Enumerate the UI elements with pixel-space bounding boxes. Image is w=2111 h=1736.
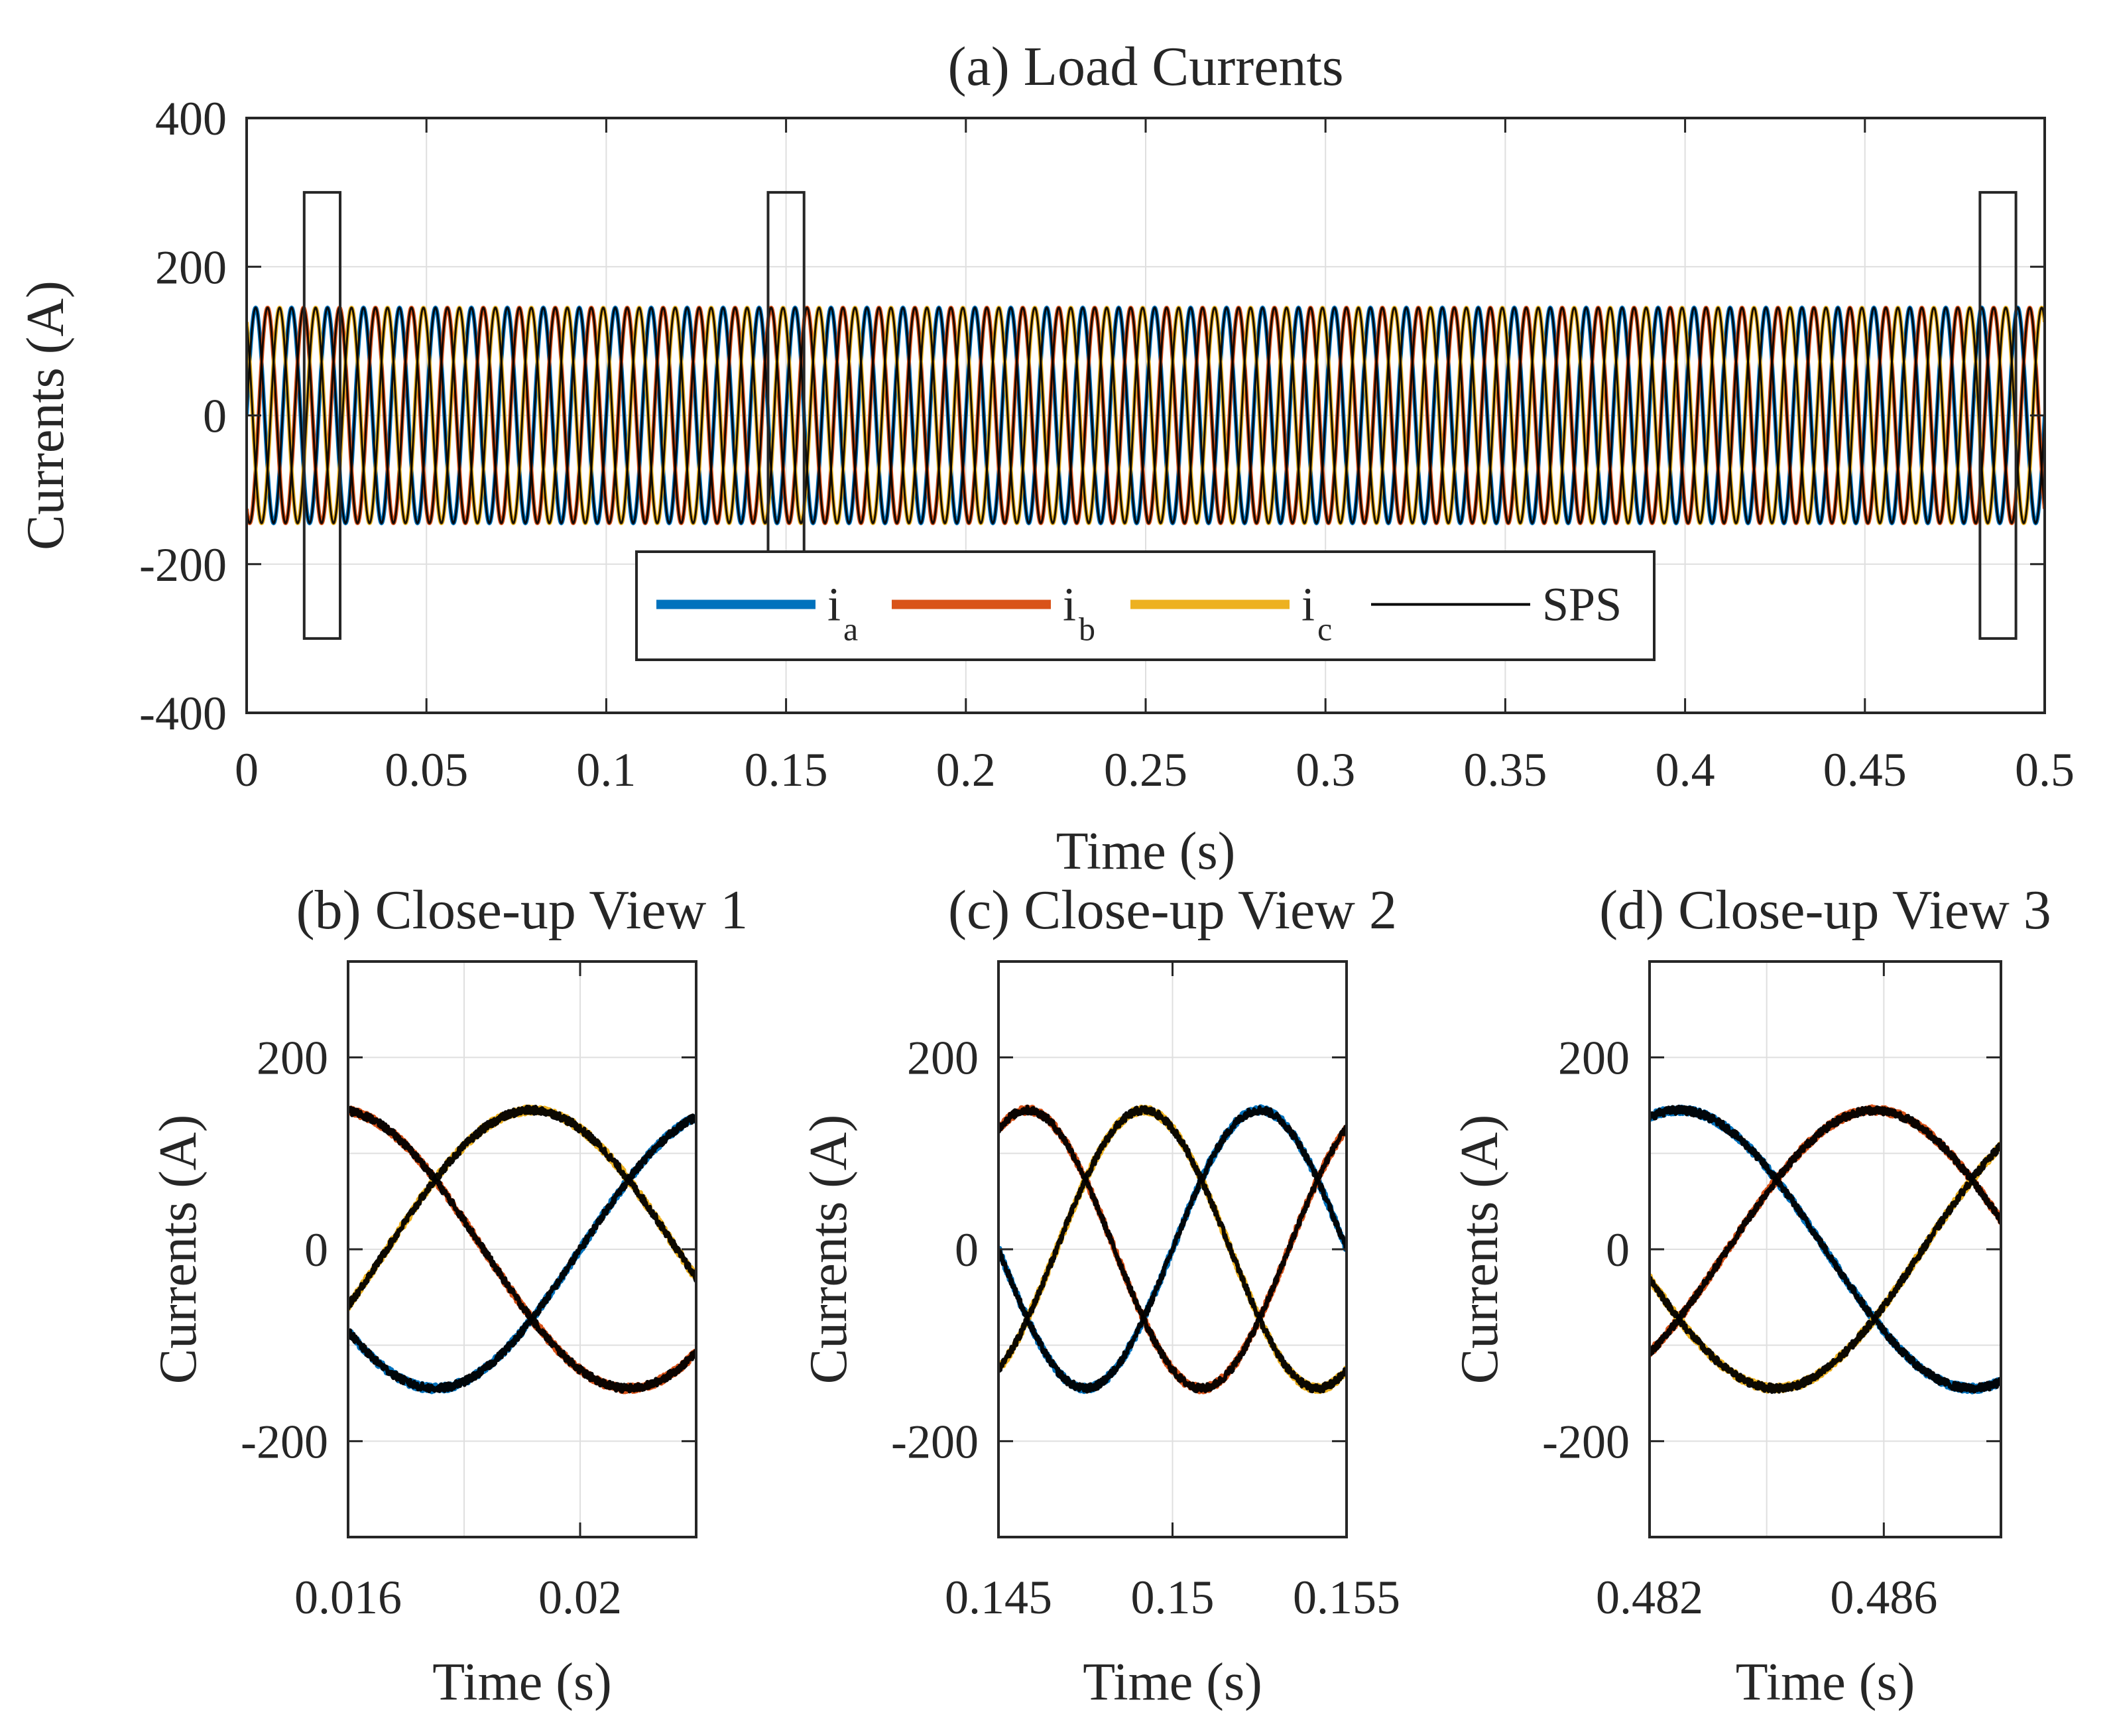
x-tick-label: 0.482 xyxy=(1596,1571,1703,1624)
zoom-box xyxy=(302,191,342,640)
x-tick-label: 0.05 xyxy=(385,743,468,796)
x-tick-label: 0.155 xyxy=(1293,1571,1400,1624)
x-axis-label: Time (s) xyxy=(1083,1653,1262,1711)
y-tick-label: 0 xyxy=(955,1223,979,1276)
chart-title: (a) Load Currents xyxy=(947,36,1343,97)
y-tick-label: -200 xyxy=(891,1415,979,1468)
panel-c: 0.145 0.15 0.155 -200 0 200 (c) Close-up View … xyxy=(800,879,1400,1711)
y-axis-label: Currents (A) xyxy=(800,1115,858,1385)
series-sps xyxy=(998,1104,1347,1394)
x-tick-label: 0.15 xyxy=(745,743,828,796)
x-tick-label: 0.486 xyxy=(1830,1571,1937,1624)
series-sps xyxy=(1650,1105,2001,1356)
x-tick-label: 0.5 xyxy=(2015,743,2075,796)
y-tick-label: -400 xyxy=(139,687,227,740)
legend-label-ic: ic xyxy=(1301,578,1332,648)
y-axis-label: Currents (A) xyxy=(17,280,75,550)
y-tick-label: 200 xyxy=(257,1032,328,1085)
series-sps xyxy=(998,1105,1347,1394)
y-tick-label: 0 xyxy=(1606,1223,1630,1276)
y-tick-label: 200 xyxy=(1558,1032,1630,1085)
x-tick-label: 0.45 xyxy=(1823,743,1907,796)
series-sps xyxy=(1650,1142,2001,1395)
legend-label-sps: SPS xyxy=(1542,578,1622,631)
series-sps xyxy=(247,306,2045,525)
chart-title: (c) Close-up View 2 xyxy=(948,879,1397,941)
panel-b: 0.016 0.02 -200 0 200 (b) Close-up View 1 Time… xyxy=(149,879,748,1711)
series-sps xyxy=(247,306,2045,525)
y-tick-label: 200 xyxy=(155,241,227,294)
series-sps xyxy=(1650,1105,2001,1394)
x-tick-label: 0.02 xyxy=(538,1571,622,1624)
y-tick-label: -200 xyxy=(1542,1415,1630,1468)
series-sps xyxy=(348,1104,696,1310)
data-layer xyxy=(1650,1104,2001,1395)
panel-d: 0.482 0.486 -200 0 200 (d) Close-up View 3 Tim… xyxy=(1451,879,2051,1711)
x-axis-label: Time (s) xyxy=(1056,822,1235,881)
data-layer xyxy=(348,1104,696,1395)
series-sps xyxy=(348,1113,696,1394)
data-layer xyxy=(998,1104,1347,1395)
chart-title: (b) Close-up View 1 xyxy=(296,879,749,941)
x-tick-label: 0.4 xyxy=(1656,743,1715,796)
y-tick-label: 200 xyxy=(907,1032,979,1085)
x-axis-label: Time (s) xyxy=(1736,1653,1915,1711)
x-tick-label: 0.25 xyxy=(1104,743,1187,796)
y-axis-label: Currents (A) xyxy=(149,1115,208,1385)
panel-a: 0 0.05 0.1 0.15 0.2 0.25 0.3 0.35 0.4 0.45 0.5 -400… xyxy=(17,36,2075,881)
chart-title: (d) Close-up View 3 xyxy=(1599,879,2051,941)
zoom-box xyxy=(1978,191,2018,640)
legend-label-ib: ib xyxy=(1063,578,1095,648)
x-tick-label: 0.15 xyxy=(1131,1571,1215,1624)
y-tick-label: -200 xyxy=(139,538,227,591)
x-tick-label: 0.2 xyxy=(936,743,996,796)
series-sps xyxy=(348,1105,696,1394)
data-layer xyxy=(247,305,2045,526)
y-tick-label: -200 xyxy=(241,1415,328,1468)
legend-label-ia: ia xyxy=(827,578,858,648)
x-tick-label: 0.1 xyxy=(576,743,636,796)
x-tick-label: 0.016 xyxy=(294,1571,402,1624)
x-axis-label: Time (s) xyxy=(432,1653,611,1711)
y-axis-label: Currents (A) xyxy=(1451,1115,1509,1385)
x-tick-label: 0.35 xyxy=(1463,743,1547,796)
x-tick-label: 0 xyxy=(235,743,259,796)
y-tick-label: 400 xyxy=(155,92,227,145)
series-sps xyxy=(998,1105,1347,1394)
x-tick-label: 0.145 xyxy=(945,1571,1052,1624)
x-tick-label: 0.3 xyxy=(1296,743,1355,796)
y-tick-label: 0 xyxy=(304,1223,328,1276)
y-tick-label: 0 xyxy=(203,390,227,443)
legend: ia ib ic SPS xyxy=(635,550,1656,661)
series-sps xyxy=(247,306,2045,525)
